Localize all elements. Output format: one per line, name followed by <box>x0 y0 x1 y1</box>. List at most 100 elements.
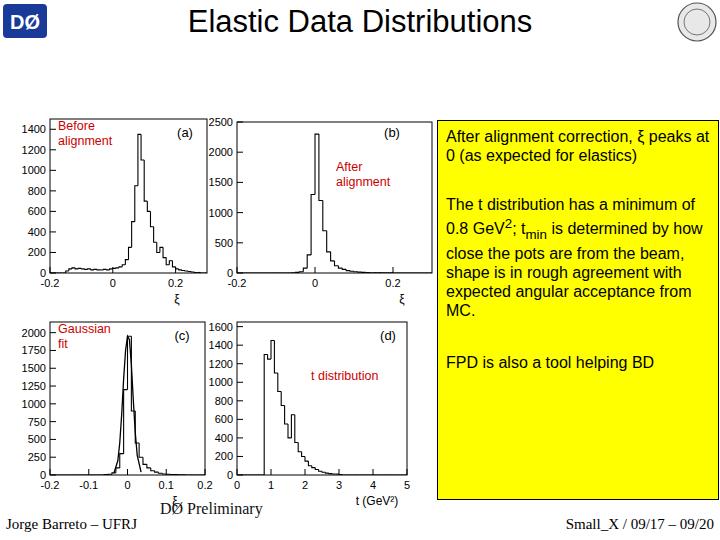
histogram-bin <box>404 474 407 475</box>
histogram-bin <box>274 341 277 373</box>
histogram-bin <box>120 454 124 468</box>
histogram-bin <box>346 269 350 270</box>
y-tick-label: 0 <box>227 267 233 279</box>
plot-frame <box>237 122 432 273</box>
annotation: t distribution <box>311 369 378 383</box>
histogram-bin <box>366 272 370 273</box>
histogram <box>50 134 207 273</box>
histogram-bin <box>264 272 268 273</box>
y-tick-label: 600 <box>28 205 46 217</box>
histogram-bin <box>358 271 362 272</box>
histogram-bin <box>311 194 315 254</box>
y-tick-label: 600 <box>215 413 233 425</box>
x-tick <box>50 267 51 273</box>
histogram-bin <box>424 272 428 273</box>
y-tick-label: 500 <box>215 237 233 249</box>
y-tick <box>50 403 56 404</box>
histogram-bin <box>362 272 366 273</box>
histogram-bin <box>197 474 201 475</box>
y-tick-label: 400 <box>28 226 46 238</box>
y-tick <box>237 273 243 274</box>
y-tick <box>237 456 243 457</box>
note-paragraph: After alignment correction, ξ peaks at 0… <box>446 127 711 165</box>
x-tick-label: 0.2 <box>385 277 400 289</box>
x-axis-label: t (GeV²) <box>356 494 399 508</box>
x-axis-label: ξ <box>399 292 405 306</box>
x-tick-label: 0.2 <box>197 479 212 491</box>
note-text: ; t <box>512 220 525 237</box>
x-tick <box>271 469 272 475</box>
y-tick-label: 1000 <box>22 164 46 176</box>
histogram-bin <box>428 272 432 273</box>
histogram-bin <box>350 270 354 272</box>
histogram-bin <box>193 474 197 475</box>
y-tick-label: 1750 <box>22 344 46 356</box>
y-tick-label: 1000 <box>22 398 46 410</box>
histogram-bin <box>376 474 379 475</box>
histogram-bin <box>129 247 132 259</box>
histogram-bin <box>346 474 349 475</box>
histogram-bin <box>150 211 153 226</box>
histogram-bin <box>155 471 159 472</box>
histogram-bin <box>122 265 125 267</box>
histogram-bin <box>397 474 400 475</box>
histogram-bin <box>327 231 331 252</box>
histogram-bin <box>393 474 396 475</box>
x-tick <box>315 267 316 273</box>
notes-box: After alignment correction, ξ peaks at 0… <box>437 120 719 500</box>
histogram-bin <box>66 271 69 273</box>
y-tick <box>237 400 243 401</box>
histogram <box>237 134 432 273</box>
histogram-bin <box>281 392 284 406</box>
histogram-bin <box>132 222 135 248</box>
histogram-bin <box>204 272 207 273</box>
panel-label: (a) <box>177 125 193 140</box>
y-tick <box>237 419 243 420</box>
y-tick <box>50 129 56 130</box>
x-tick-label: 0 <box>110 277 116 289</box>
histogram-bin <box>147 201 150 211</box>
histogram-bin <box>356 474 359 475</box>
histogram-bin <box>349 474 352 475</box>
histogram-bin <box>370 272 374 273</box>
note-paragraph: The t distribution has a minimum of 0.8 … <box>446 195 711 320</box>
histogram-bin <box>331 252 335 261</box>
y-tick-label: 1200 <box>209 358 233 370</box>
histogram-bin <box>342 474 345 475</box>
histogram-bin <box>276 272 280 273</box>
histogram-bin <box>182 474 186 475</box>
histogram-bin <box>278 373 281 392</box>
histogram-bin <box>141 134 144 160</box>
histogram-bin <box>342 268 346 269</box>
histogram-bin <box>201 272 204 273</box>
x-tick-label: 2 <box>302 479 308 491</box>
histogram-bin <box>272 272 276 273</box>
y-tick <box>50 252 56 253</box>
histogram-bin <box>377 272 381 273</box>
histogram-bin <box>295 415 298 443</box>
histogram-bin <box>125 260 128 265</box>
fit-curve <box>114 336 141 473</box>
y-tick-label: 2500 <box>209 116 233 128</box>
histogram-bin <box>315 134 319 194</box>
y-tick-label: 800 <box>28 185 46 197</box>
x-tick <box>407 469 408 475</box>
histogram-bin <box>420 272 424 273</box>
x-tick-label: 0.2 <box>168 277 183 289</box>
x-tick <box>166 469 167 475</box>
histogram-bin <box>104 474 108 475</box>
preliminary-label: DØ Preliminary <box>160 500 263 518</box>
histogram-bin <box>251 474 254 475</box>
histogram-bin <box>288 272 292 273</box>
histogram-bin <box>416 272 420 273</box>
histogram-bin <box>366 474 369 475</box>
panel-label: (b) <box>384 125 400 140</box>
x-tick <box>373 469 374 475</box>
histogram-bin <box>172 261 175 267</box>
histogram-bin <box>397 272 401 273</box>
y-tick <box>50 475 56 476</box>
histogram-bin <box>303 268 307 272</box>
histogram-bin <box>116 468 120 473</box>
y-tick <box>50 457 56 458</box>
histogram-bin <box>159 472 163 473</box>
